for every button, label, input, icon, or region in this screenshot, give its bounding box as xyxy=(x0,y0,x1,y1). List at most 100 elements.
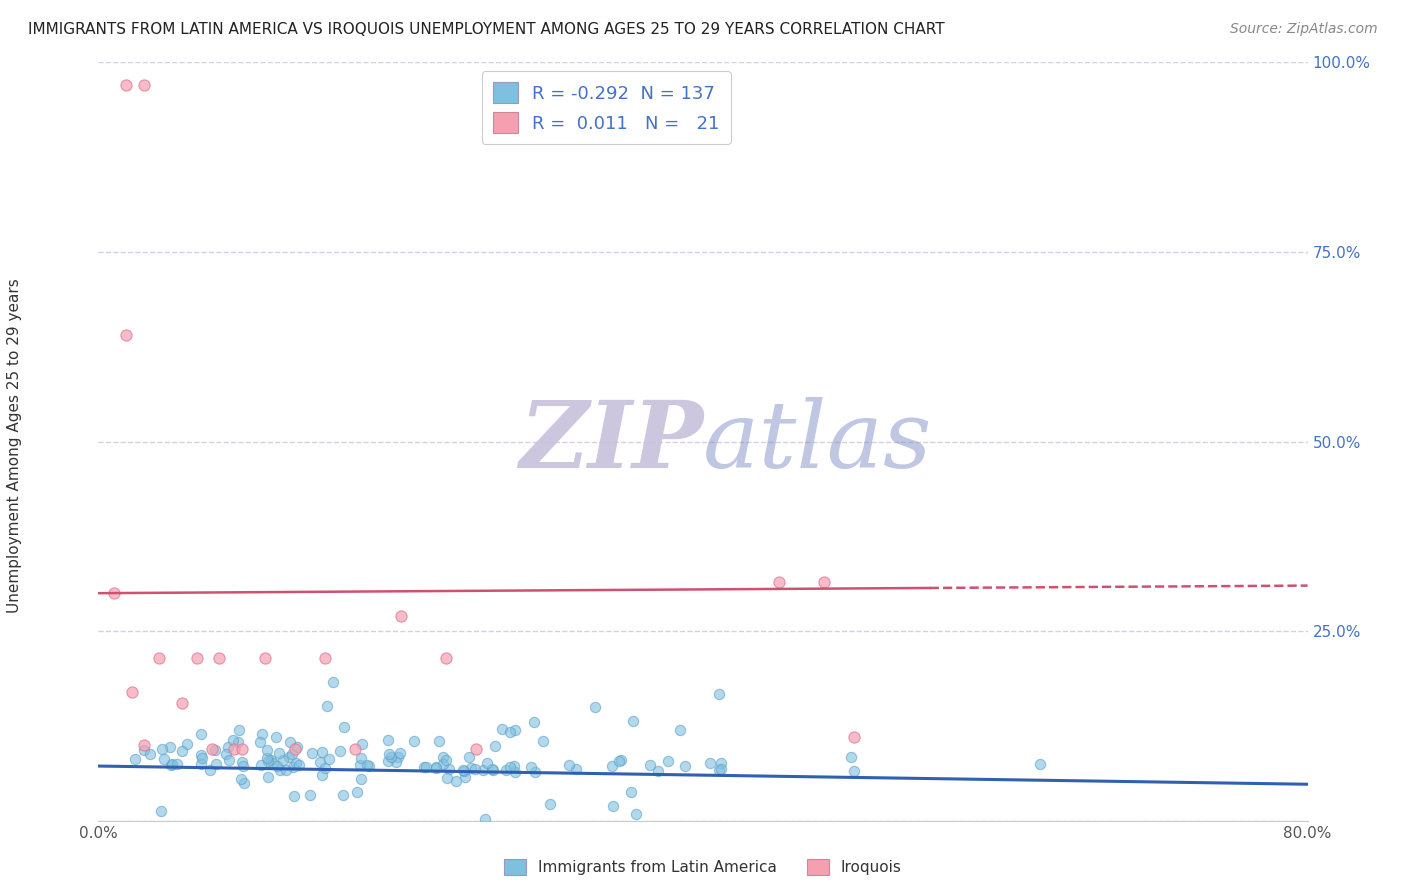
Point xyxy=(484,739,506,753)
Point xyxy=(474,812,496,826)
Point xyxy=(318,752,340,766)
Point xyxy=(481,763,503,777)
Point xyxy=(558,757,581,772)
Point xyxy=(432,756,454,771)
Point xyxy=(124,752,146,766)
Point xyxy=(481,762,503,776)
Point xyxy=(444,774,467,789)
Point xyxy=(271,754,294,768)
Point xyxy=(533,733,555,747)
Point xyxy=(309,755,332,769)
Point xyxy=(150,742,173,756)
Point xyxy=(565,762,588,776)
Point xyxy=(190,747,212,762)
Point xyxy=(316,698,339,713)
Point xyxy=(499,760,522,774)
Point xyxy=(262,756,284,771)
Point xyxy=(464,762,486,776)
Point xyxy=(710,762,733,776)
Point xyxy=(231,755,253,769)
Point xyxy=(673,759,696,773)
Legend: R = -0.292  N = 137, R =  0.011   N =   21: R = -0.292 N = 137, R = 0.011 N = 21 xyxy=(482,71,731,144)
Point xyxy=(228,723,250,738)
Point xyxy=(260,753,283,767)
Point xyxy=(301,746,323,760)
Text: Unemployment Among Ages 25 to 29 years: Unemployment Among Ages 25 to 29 years xyxy=(7,278,21,614)
Point xyxy=(491,723,513,737)
Point xyxy=(121,685,143,699)
Text: IMMIGRANTS FROM LATIN AMERICA VS IROQUOIS UNEMPLOYMENT AMONG AGES 25 TO 29 YEARS: IMMIGRANTS FROM LATIN AMERICA VS IROQUOI… xyxy=(28,22,945,37)
Point xyxy=(349,772,371,787)
Point xyxy=(710,756,733,770)
Point xyxy=(380,750,402,764)
Point xyxy=(620,785,643,799)
Point xyxy=(134,743,156,757)
Point xyxy=(460,761,482,775)
Point xyxy=(709,763,731,777)
Point xyxy=(190,727,212,741)
Point xyxy=(314,650,336,665)
Point xyxy=(256,770,278,784)
Point xyxy=(699,756,721,771)
Point xyxy=(233,775,256,789)
Point xyxy=(267,747,290,761)
Point xyxy=(332,788,354,802)
Point xyxy=(356,757,378,772)
Point xyxy=(709,687,731,701)
Point xyxy=(538,797,561,812)
Point xyxy=(114,78,136,92)
Point xyxy=(257,754,280,768)
Point xyxy=(283,789,305,803)
Point xyxy=(477,756,499,770)
Point xyxy=(191,750,214,764)
Point xyxy=(287,757,309,772)
Point xyxy=(626,806,648,821)
Point xyxy=(269,764,291,778)
Point xyxy=(457,750,479,764)
Point xyxy=(132,738,155,752)
Point xyxy=(377,733,399,747)
Point xyxy=(657,754,679,768)
Point xyxy=(160,757,183,772)
Point xyxy=(222,733,245,747)
Point xyxy=(224,741,246,756)
Point xyxy=(402,734,425,748)
Point xyxy=(150,804,173,818)
Point xyxy=(607,754,630,768)
Point xyxy=(669,723,692,737)
Point xyxy=(768,574,790,589)
Text: atlas: atlas xyxy=(703,397,932,486)
Point xyxy=(160,756,183,771)
Point xyxy=(427,734,450,748)
Point xyxy=(284,741,307,756)
Point xyxy=(229,772,252,787)
Point xyxy=(276,763,298,777)
Point xyxy=(114,328,136,343)
Point xyxy=(170,744,193,758)
Point xyxy=(412,760,434,774)
Point xyxy=(253,650,276,665)
Point xyxy=(256,743,278,757)
Point xyxy=(495,763,517,777)
Point xyxy=(231,741,253,756)
Text: Source: ZipAtlas.com: Source: ZipAtlas.com xyxy=(1230,22,1378,37)
Point xyxy=(208,650,231,665)
Point xyxy=(384,755,406,769)
Point xyxy=(281,759,304,773)
Point xyxy=(284,756,307,771)
Point xyxy=(583,700,606,714)
Point xyxy=(602,799,624,814)
Point xyxy=(415,760,437,774)
Point xyxy=(159,740,181,755)
Point xyxy=(278,735,301,749)
Point xyxy=(186,650,208,665)
Point xyxy=(388,747,411,761)
Point xyxy=(503,764,526,779)
Point xyxy=(250,726,273,740)
Point xyxy=(454,770,477,784)
Point xyxy=(176,737,198,751)
Point xyxy=(264,730,287,744)
Point xyxy=(436,771,458,785)
Point xyxy=(434,650,457,665)
Point xyxy=(250,758,273,772)
